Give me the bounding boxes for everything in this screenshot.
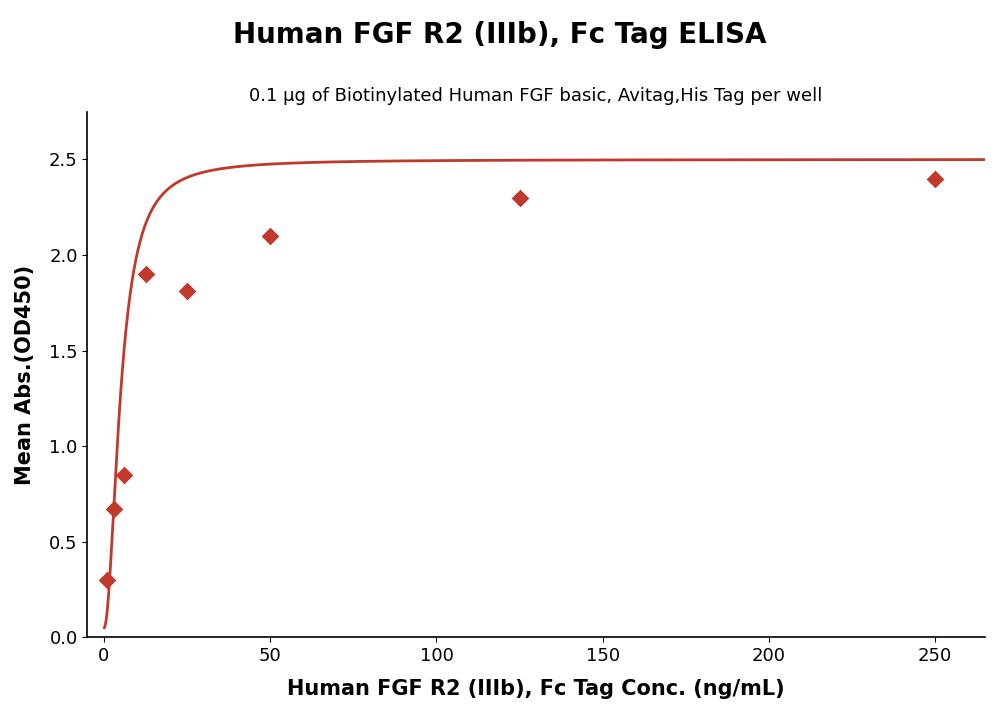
Title: 0.1 μg of Biotinylated Human FGF basic, Avitag,His Tag per well: 0.1 μg of Biotinylated Human FGF basic, …: [249, 86, 823, 104]
Point: [512, 192, 528, 203]
Y-axis label: Mean Abs.(OD450): Mean Abs.(OD450): [15, 264, 35, 485]
Point: [262, 230, 278, 241]
Point: [106, 503, 122, 515]
Point: [138, 268, 154, 280]
Text: Human FGF R2 (IIIb), Fc Tag ELISA: Human FGF R2 (IIIb), Fc Tag ELISA: [233, 21, 767, 49]
Point: [927, 173, 943, 184]
Point: [116, 469, 132, 481]
Point: [179, 286, 195, 297]
X-axis label: Human FGF R2 (IIIb), Fc Tag Conc. (ng/mL): Human FGF R2 (IIIb), Fc Tag Conc. (ng/mL…: [287, 679, 785, 699]
Point: [99, 574, 115, 585]
